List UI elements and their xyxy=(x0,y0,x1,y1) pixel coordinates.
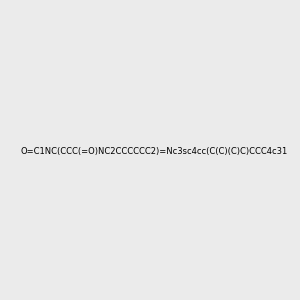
Text: O=C1NC(CCC(=O)NC2CCCCCC2)=Nc3sc4cc(C(C)(C)C)CCC4c31: O=C1NC(CCC(=O)NC2CCCCCC2)=Nc3sc4cc(C(C)(… xyxy=(20,147,287,156)
